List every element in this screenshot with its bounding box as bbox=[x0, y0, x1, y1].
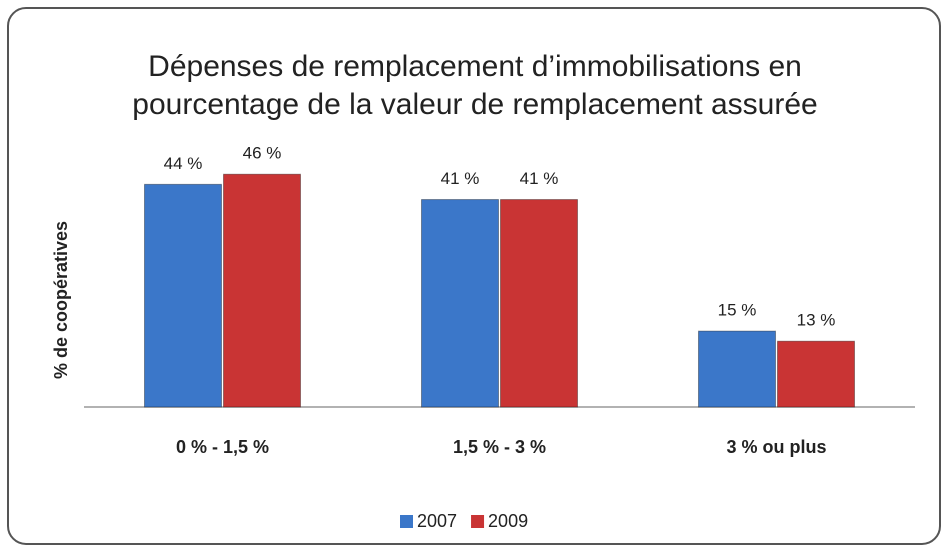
bar bbox=[223, 173, 301, 408]
legend-label: 2007 bbox=[417, 511, 457, 531]
chart-title: Dépenses de remplacement d’immobilisatio… bbox=[148, 50, 802, 83]
data-label: 46 % bbox=[243, 144, 282, 163]
data-label: 41 % bbox=[441, 169, 480, 188]
x-tick-label: 3 % ou plus bbox=[726, 437, 826, 457]
data-label: 13 % bbox=[797, 311, 836, 330]
bar bbox=[144, 183, 222, 408]
legend-swatch bbox=[400, 515, 413, 528]
bar bbox=[698, 330, 776, 408]
x-tick-label: 1,5 % - 3 % bbox=[453, 437, 546, 457]
data-label: 44 % bbox=[164, 154, 203, 173]
x-tick-label: 0 % - 1,5 % bbox=[176, 437, 269, 457]
data-label: 15 % bbox=[718, 301, 757, 320]
chart-title: pourcentage de la valeur de remplacement… bbox=[132, 88, 817, 121]
y-axis-label: % de coopératives bbox=[51, 221, 71, 379]
legend-swatch bbox=[471, 515, 485, 528]
bar bbox=[777, 340, 855, 408]
bar bbox=[421, 199, 499, 408]
data-label: 41 % bbox=[520, 169, 559, 188]
bar bbox=[500, 199, 578, 408]
legend-label: 2009 bbox=[488, 511, 528, 531]
